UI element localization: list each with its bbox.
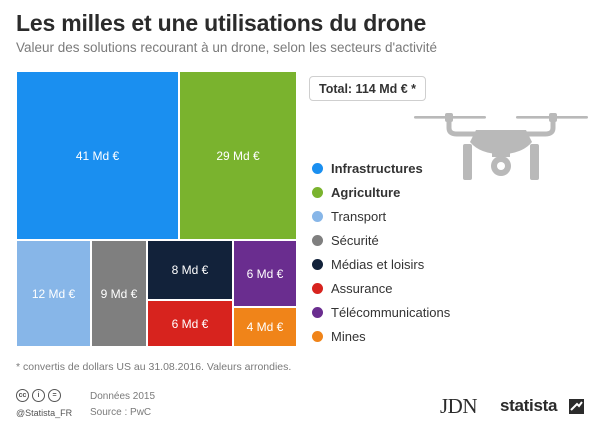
footnote: * convertis de dollars US au 31.08.2016.… bbox=[16, 361, 292, 373]
legend-item: Télécommunications bbox=[312, 304, 450, 320]
treemap-value-label: 4 Md € bbox=[246, 320, 284, 334]
legend-swatch-icon bbox=[312, 282, 323, 294]
treemap-value-label: 9 Md € bbox=[100, 286, 138, 301]
treemap-tile: 6 Md € bbox=[233, 240, 297, 307]
treemap-value-label: 6 Md € bbox=[246, 266, 284, 281]
legend-label: Mines bbox=[331, 328, 366, 344]
source: Source : PwC bbox=[90, 407, 152, 418]
treemap-tile: 8 Md € bbox=[147, 240, 233, 300]
legend-item: Transport bbox=[312, 208, 386, 224]
legend-swatch-icon bbox=[312, 162, 323, 174]
jdn-logo[interactable]: JDN bbox=[440, 394, 478, 418]
treemap-tile: 4 Md € bbox=[233, 307, 297, 347]
treemap-tile: 12 Md € bbox=[16, 240, 91, 347]
legend-swatch-icon bbox=[312, 330, 323, 342]
treemap-tile: 6 Md € bbox=[147, 300, 233, 347]
legend-swatch-icon bbox=[312, 258, 323, 270]
treemap: 41 Md € 29 Md € 12 Md € 9 Md € 8 Md € 6 Md € 6… bbox=[16, 71, 297, 347]
legend-swatch-icon bbox=[312, 306, 323, 318]
legend-item: Sécurité bbox=[312, 232, 379, 248]
treemap-value-label: 12 Md € bbox=[31, 286, 76, 301]
treemap-tile: 9 Md € bbox=[91, 240, 147, 347]
license-icons: cc i = bbox=[16, 389, 61, 402]
treemap-tile: 41 Md € bbox=[16, 71, 179, 240]
treemap-tile: 29 Md € bbox=[179, 71, 297, 240]
legend-label: Sécurité bbox=[331, 232, 379, 248]
statista-mark-icon bbox=[569, 399, 584, 414]
legend-label: Assurance bbox=[331, 280, 393, 296]
total-badge: Total: 114 Md € * bbox=[309, 76, 426, 101]
no-derivatives-icon[interactable]: = bbox=[48, 389, 61, 402]
legend-item: Mines bbox=[312, 328, 366, 344]
data-year: Données 2015 bbox=[90, 391, 156, 402]
twitter-handle[interactable]: @Statista_FR bbox=[16, 408, 73, 418]
legend-label: Télécommunications bbox=[331, 304, 451, 320]
treemap-value-label: 29 Md € bbox=[216, 148, 260, 163]
legend-label: Agriculture bbox=[331, 184, 401, 200]
treemap-value-label: 6 Md € bbox=[171, 316, 209, 331]
legend-item: Médias et loisirs bbox=[312, 256, 424, 272]
legend-item: Infrastructures bbox=[312, 160, 423, 176]
legend-label: Transport bbox=[331, 208, 387, 224]
legend-swatch-icon bbox=[312, 234, 323, 246]
legend-item: Agriculture bbox=[312, 184, 400, 200]
treemap-value-label: 8 Md € bbox=[171, 263, 209, 277]
drone-icon bbox=[414, 113, 588, 180]
legend-swatch-icon bbox=[312, 210, 323, 222]
attribution-icon[interactable]: i bbox=[32, 389, 45, 402]
chart-title: Les milles et une utilisations du drone bbox=[16, 10, 427, 36]
treemap-value-label: 41 Md € bbox=[75, 148, 120, 163]
legend-label: Médias et loisirs bbox=[331, 256, 425, 272]
creative-commons-icon[interactable]: cc bbox=[16, 389, 29, 402]
chart-subtitle: Valeur des solutions recourant à un dron… bbox=[16, 40, 438, 55]
legend-label: Infrastructures bbox=[331, 160, 423, 176]
legend-swatch-icon bbox=[312, 186, 323, 198]
legend-item: Assurance bbox=[312, 280, 392, 296]
statista-logo[interactable]: statista bbox=[500, 396, 558, 415]
